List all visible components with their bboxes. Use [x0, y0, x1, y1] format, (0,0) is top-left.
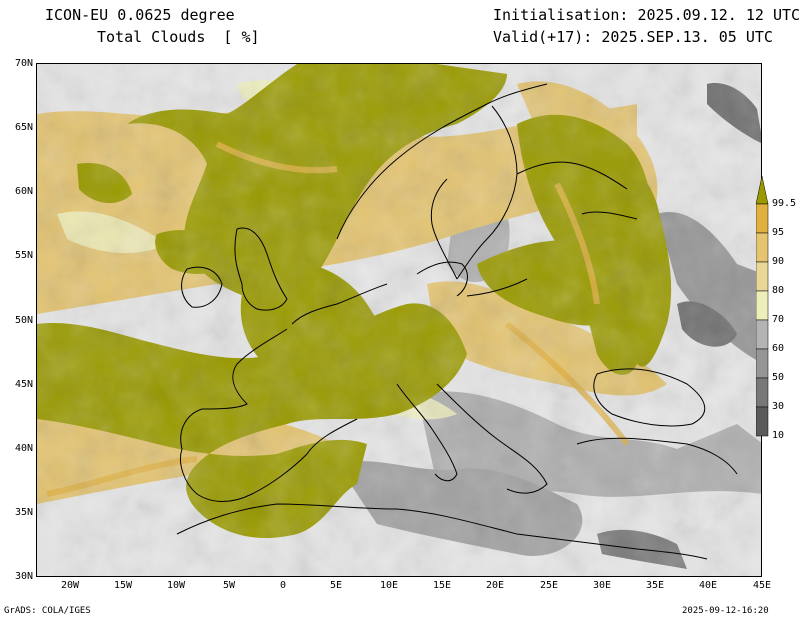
legend-label: 90: [772, 256, 785, 267]
lon-label: 10W: [166, 580, 186, 591]
footer-credit: GrADS: COLA/IGES: [4, 606, 91, 616]
lat-label: 30N: [14, 571, 33, 582]
lat-label: 60N: [14, 186, 33, 197]
lon-label: 40E: [698, 580, 718, 591]
legend-cap: [756, 176, 769, 205]
initialisation-time: Initialisation: 2025.09.12. 12 UTC: [493, 6, 800, 24]
legend-label: 50: [772, 372, 785, 383]
legend-box: [756, 203, 769, 234]
lon-label: 5W: [222, 580, 236, 591]
legend-label: 95: [772, 227, 785, 238]
lat-label: 40N: [14, 443, 33, 454]
lon-label: 20E: [485, 580, 505, 591]
lon-label: 15E: [432, 580, 452, 591]
valid-time: Valid(+17): 2025.SEP.13. 05 UTC: [493, 28, 773, 46]
lat-label: 35N: [14, 507, 33, 518]
model-title: ICON-EU 0.0625 degree: [45, 6, 235, 24]
lon-label: 5E: [329, 580, 343, 591]
legend-label: 70: [772, 314, 785, 325]
legend-label: 99.5: [772, 198, 797, 209]
legend-label: 60: [772, 343, 785, 354]
lat-label: 55N: [14, 250, 33, 261]
legend-box: [756, 406, 769, 437]
lon-label: 25E: [539, 580, 559, 591]
lon-label: 15W: [113, 580, 133, 591]
legend-box: [756, 232, 769, 263]
color-legend: [756, 176, 769, 437]
lon-label: 35E: [645, 580, 665, 591]
legend-label: 10: [772, 430, 785, 441]
lat-label: 45N: [14, 379, 33, 390]
legend-box: [756, 377, 769, 408]
footer-timestamp: 2025-09-12-16:20: [682, 606, 769, 616]
lon-label: 45E: [752, 580, 772, 591]
cloud-map: [36, 63, 762, 577]
lon-label: 0: [279, 580, 287, 591]
map-canvas: [37, 64, 761, 576]
coastlines: [176, 83, 738, 560]
variable-title: Total Clouds [ %]: [97, 28, 260, 46]
legend-box: [756, 319, 769, 350]
lat-label: 50N: [14, 315, 33, 326]
lat-label: 70N: [14, 58, 33, 69]
lon-label: 10E: [379, 580, 399, 591]
lon-label: 20W: [60, 580, 80, 591]
legend-box: [756, 261, 769, 292]
lat-label: 65N: [14, 122, 33, 133]
legend-label: 80: [772, 285, 785, 296]
lon-label: 30E: [592, 580, 612, 591]
legend-box: [756, 348, 769, 379]
legend-label: 30: [772, 401, 785, 412]
legend-box: [756, 290, 769, 321]
